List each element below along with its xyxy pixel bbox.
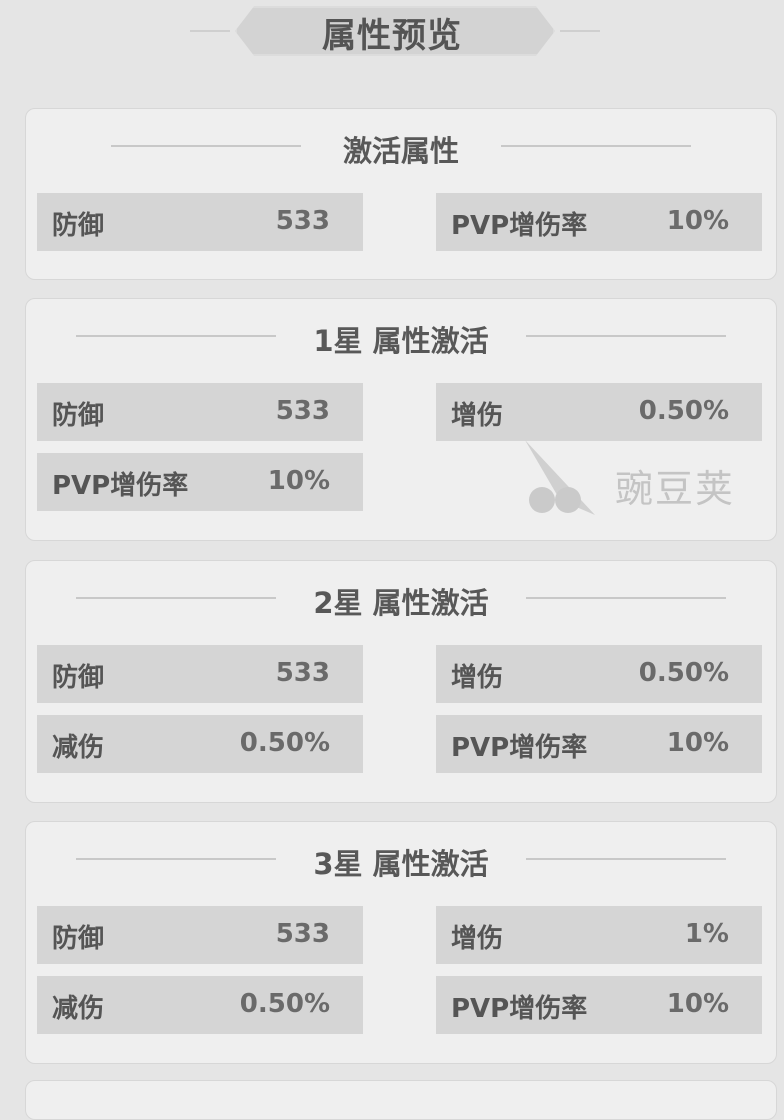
attribute-label: 增伤 xyxy=(451,401,504,431)
attribute-label: 增伤 xyxy=(451,663,504,693)
section-card: 2星 属性激活 防御 533 增伤 0.50% 减伤 0.50% PVP增伤率 … xyxy=(25,560,777,803)
divider xyxy=(501,145,691,147)
attribute-label: PVP增伤率 xyxy=(451,733,588,763)
attribute-label: 减伤 xyxy=(52,733,105,763)
attribute-value: 0.50% xyxy=(638,658,729,688)
section-title: 1星 属性激活 xyxy=(301,318,501,360)
attribute-cell: 增伤 0.50% xyxy=(436,645,762,703)
next-card xyxy=(25,1080,777,1120)
divider xyxy=(560,30,600,32)
section-card: 激活属性 防御 533 PVP增伤率 10% xyxy=(25,108,777,280)
attribute-label: PVP增伤率 xyxy=(451,994,588,1024)
section-header: 3星 属性激活 xyxy=(26,839,776,883)
header: 属性预览 xyxy=(0,0,784,70)
divider xyxy=(76,858,276,860)
attribute-value: 533 xyxy=(275,206,330,236)
section-title: 3星 属性激活 xyxy=(301,841,501,883)
attribute-label: 防御 xyxy=(52,663,105,693)
watermark: 豌豆荚 xyxy=(520,440,760,520)
section-header: 2星 属性激活 xyxy=(26,578,776,622)
divider xyxy=(526,335,726,337)
attribute-label: PVP增伤率 xyxy=(451,211,588,241)
attribute-value: 533 xyxy=(275,658,330,688)
attribute-label: 防御 xyxy=(52,401,105,431)
attribute-label: 增伤 xyxy=(451,924,504,954)
section-title: 2星 属性激活 xyxy=(301,580,501,622)
pea-logo-icon xyxy=(525,440,595,515)
attribute-label: PVP增伤率 xyxy=(52,471,189,501)
attribute-cell: 减伤 0.50% xyxy=(37,976,363,1034)
divider xyxy=(190,30,230,32)
page-title: 属性预览 xyxy=(322,16,462,56)
divider xyxy=(76,335,276,337)
attribute-cell: 减伤 0.50% xyxy=(37,715,363,773)
attribute-value: 533 xyxy=(275,396,330,426)
attribute-value: 0.50% xyxy=(638,396,729,426)
section-card: 1星 属性激活 防御 533 增伤 0.50% PVP增伤率 10% xyxy=(25,298,777,541)
attribute-cell: 增伤 1% xyxy=(436,906,762,964)
attribute-value: 10% xyxy=(666,728,729,758)
attribute-cell: PVP增伤率 10% xyxy=(436,193,762,251)
divider xyxy=(76,597,276,599)
attribute-value: 0.50% xyxy=(239,989,330,1019)
attribute-value: 10% xyxy=(666,989,729,1019)
attribute-label: 减伤 xyxy=(52,994,105,1024)
divider xyxy=(526,597,726,599)
attribute-cell: PVP增伤率 10% xyxy=(436,976,762,1034)
divider xyxy=(526,858,726,860)
attribute-cell: 防御 533 xyxy=(37,645,363,703)
attribute-value: 10% xyxy=(666,206,729,236)
attribute-cell: 防御 533 xyxy=(37,193,363,251)
section-title: 激活属性 xyxy=(330,128,471,170)
attribute-label: 防御 xyxy=(52,211,105,241)
attribute-value: 1% xyxy=(684,919,729,949)
section-header: 1星 属性激活 xyxy=(26,316,776,360)
attribute-cell: 防御 533 xyxy=(37,906,363,964)
attribute-cell: 防御 533 xyxy=(37,383,363,441)
attribute-label: 防御 xyxy=(52,924,105,954)
divider xyxy=(111,145,301,147)
attribute-value: 10% xyxy=(267,466,330,496)
watermark-text: 豌豆荚 xyxy=(615,467,736,511)
section-card: 3星 属性激活 防御 533 增伤 1% 减伤 0.50% PVP增伤率 10% xyxy=(25,821,777,1064)
attribute-cell: PVP增伤率 10% xyxy=(436,715,762,773)
attribute-cell: 增伤 0.50% xyxy=(436,383,762,441)
attribute-value: 533 xyxy=(275,919,330,949)
attribute-cell: PVP增伤率 10% xyxy=(37,453,363,511)
title-banner xyxy=(235,6,555,56)
section-header: 激活属性 xyxy=(26,126,776,170)
attribute-value: 0.50% xyxy=(239,728,330,758)
